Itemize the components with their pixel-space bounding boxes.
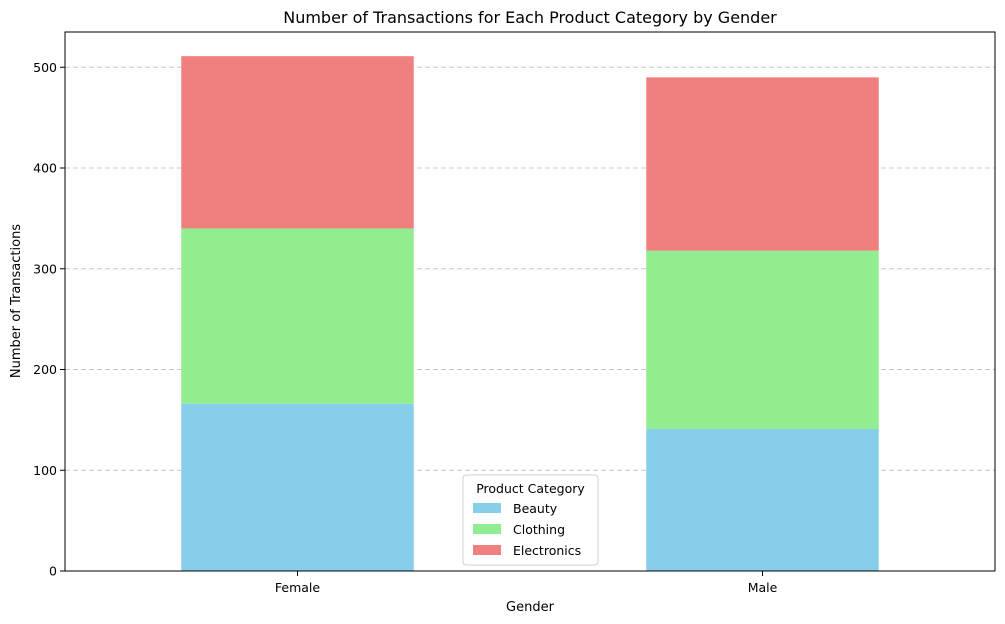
x-tick-label: Male [748,580,778,595]
bar-clothing-male [646,250,879,429]
y-axis: 0 100 200 300 400 500 [33,60,65,579]
chart-title: Number of Transactions for Each Product … [283,8,777,27]
bar-electronics-female [181,56,414,229]
bar-clothing-female [181,228,414,404]
bar-beauty-male [646,428,879,571]
x-tick-label: Female [275,580,321,595]
y-tick-label: 0 [49,564,57,579]
legend-label: Clothing [513,522,565,537]
legend-label: Electronics [513,543,581,558]
bars [181,56,879,571]
y-tick-label: 400 [33,161,57,176]
y-tick-label: 100 [33,463,57,478]
y-tick-label: 300 [33,261,57,276]
plot-frame [64,31,996,572]
legend-title: Product Category [476,481,585,496]
bar-electronics-male [646,77,879,251]
bar-beauty-female [181,403,414,571]
legend-swatch [473,545,501,555]
y-tick-label: 200 [33,362,57,377]
legend-label: Beauty [513,501,558,516]
y-axis-label: Number of Transactions [9,224,24,378]
legend: Product Category Beauty Clothing Electronic… [462,474,599,566]
legend-swatch [473,503,501,513]
legend-swatch [473,524,501,534]
legend-box [462,474,599,566]
x-axis-label: Gender [506,600,555,615]
x-axis: Female Male [275,571,778,595]
y-tick-label: 500 [33,60,57,75]
